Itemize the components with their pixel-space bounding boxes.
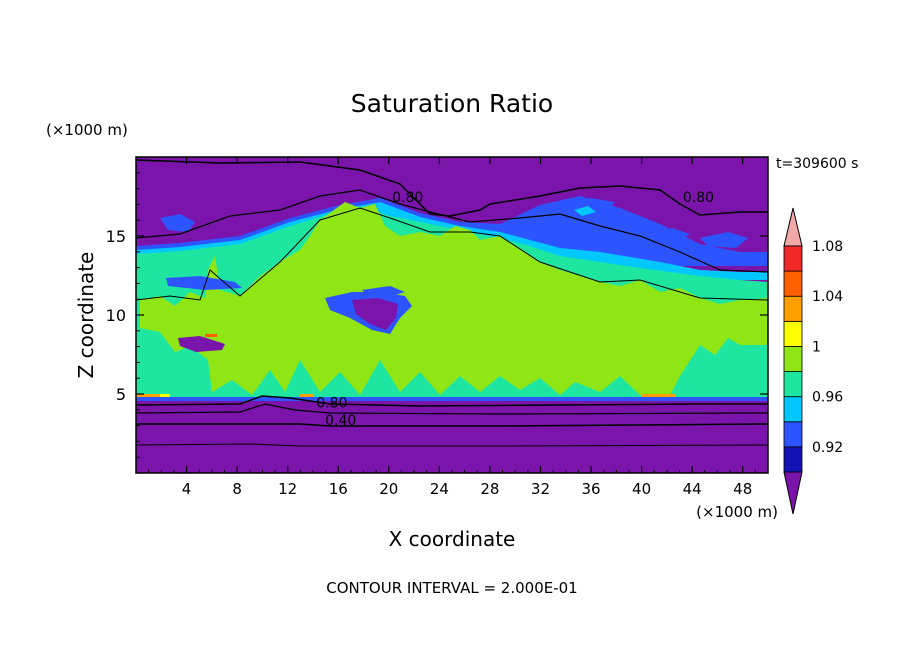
colorbar-label: 0.96	[812, 390, 843, 406]
dry-pocket-2	[178, 336, 225, 352]
x-tick-label: 20	[379, 480, 398, 498]
base-band-blue	[136, 397, 768, 401]
dry-pocket-3-core	[352, 298, 398, 330]
x-tick-label: 40	[632, 480, 651, 498]
y-tick-label: 15	[106, 227, 126, 246]
base-highlight-orange-1	[136, 394, 160, 397]
x-axis: 4 8 12 16 20 24 28 32 36 40 44 48	[148, 157, 756, 498]
x-axis-label: X coordinate	[389, 527, 516, 551]
colorbar-above-triangle	[783, 207, 803, 247]
chart-title: Saturation Ratio	[351, 89, 553, 118]
x-tick-label: 44	[683, 480, 702, 498]
y-unit-label: (×1000 m)	[46, 121, 128, 139]
base-highlight-red	[205, 334, 217, 337]
x-tick-label: 4	[182, 480, 192, 498]
time-label: t=309600 s	[776, 156, 858, 172]
x-tick-label: 24	[430, 480, 449, 498]
colorbar-swatch	[783, 245, 803, 272]
contour-base-0-80	[136, 395, 768, 407]
contour-base-0-60	[136, 403, 768, 415]
colorbar-swatch	[783, 295, 803, 322]
heatmap-field	[136, 157, 768, 473]
colorbar-swatch	[783, 371, 803, 398]
y-axis-label: Z coordinate	[74, 252, 98, 379]
contour-labels: 0.80 0.800.800.40	[316, 190, 714, 429]
x-tick-label: 32	[531, 480, 550, 498]
colorbar-below-triangle	[783, 471, 803, 515]
contour-label: 0.40	[325, 413, 356, 429]
dry-pocket-4	[362, 286, 405, 296]
colorbar-swatch	[783, 270, 803, 297]
base-highlight-yellow-1	[160, 394, 170, 397]
colorbar-swatch	[783, 421, 803, 448]
colorbar: 0.92 0.96 1 1.04 1.08	[783, 207, 843, 515]
colorbar-label: 1	[812, 339, 821, 355]
colorbar-label: 1.04	[812, 289, 843, 305]
y-tick-label: 5	[116, 385, 126, 404]
upper-blue-patch-5	[700, 232, 748, 248]
contour-base-0-40	[136, 423, 768, 427]
base-highlight-orange-2	[642, 394, 676, 397]
colorbar-swatch	[783, 346, 803, 372]
x-tick-label: 36	[581, 480, 600, 498]
contour-label: 0.80	[683, 190, 714, 206]
colorbar-label: 1.08	[812, 239, 843, 255]
colorbar-label: 0.92	[812, 440, 843, 456]
colorbar-swatch	[783, 320, 803, 347]
x-unit-label: (×1000 m)	[696, 503, 778, 521]
contour-upper-0-80-b	[136, 189, 768, 273]
cloud-region-green	[140, 202, 768, 395]
contour-label: 0.80	[392, 190, 423, 206]
upper-blue-patch-1	[160, 214, 195, 232]
x-tick-label: 8	[232, 480, 242, 498]
x-tick-label: 28	[480, 480, 499, 498]
x-tick-label: 16	[329, 480, 348, 498]
x-tick-label: 12	[278, 480, 297, 498]
contour-upper-0-80	[136, 159, 768, 217]
base-highlight-orange-3	[300, 394, 314, 397]
contour-interval-footer: CONTOUR INTERVAL = 2.000E-01	[326, 579, 577, 597]
y-tick-label: 10	[106, 306, 126, 325]
colorbar-swatch	[783, 446, 803, 473]
upper-blue-patch-4	[648, 228, 690, 242]
colorbar-swatch	[783, 396, 803, 423]
x-tick-label: 48	[733, 480, 752, 498]
contour-cloud-edge	[136, 207, 768, 301]
contour-base-0-20	[136, 443, 768, 447]
dry-pocket-1	[166, 276, 242, 290]
contour-label: 0.80	[316, 396, 347, 412]
upper-blue-patch-2	[560, 198, 615, 214]
upper-blue-patch-3	[574, 206, 596, 216]
y-axis: 5 10 15	[106, 172, 768, 458]
